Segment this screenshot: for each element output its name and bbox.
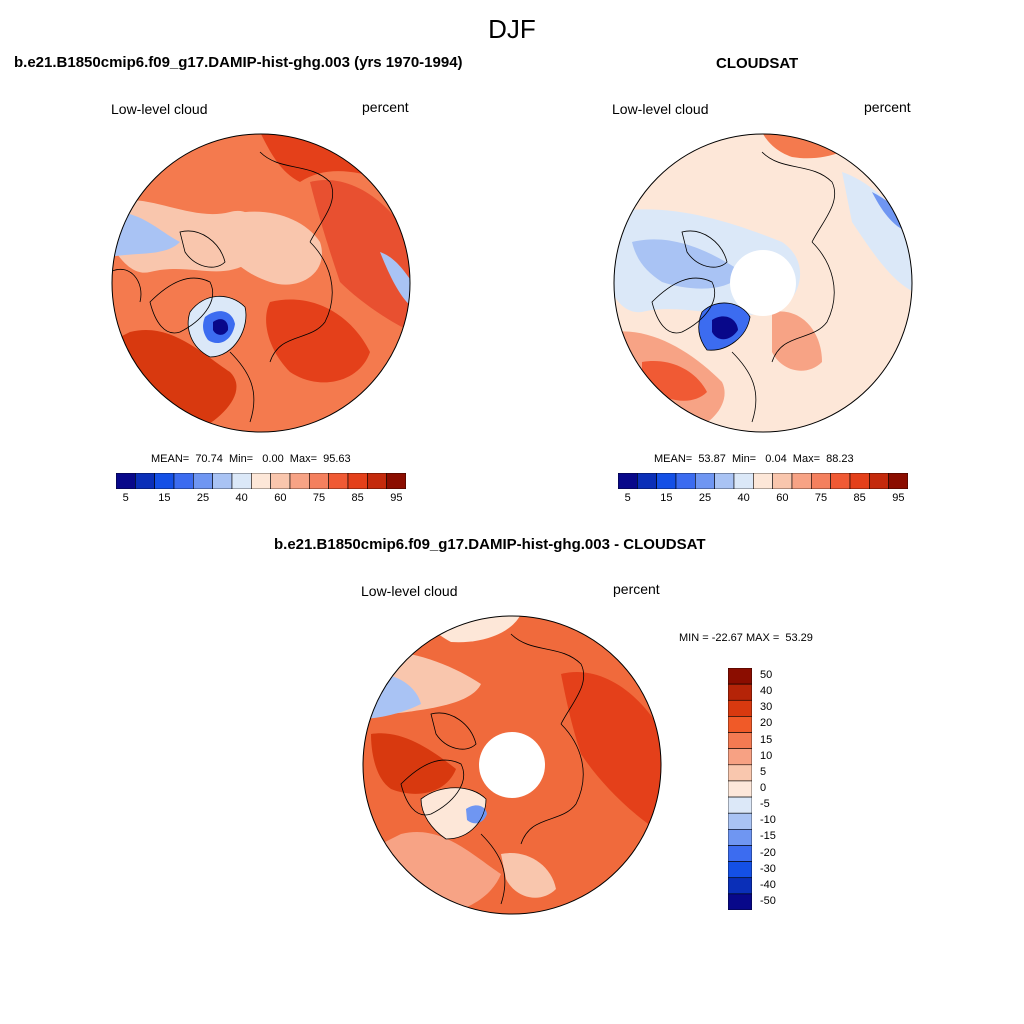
model-colorbar-box [289,473,310,489]
model-colorbar [116,473,406,489]
model-units-label: percent [362,99,409,115]
obs-colorbar-ticks: 5 15 25 40 60 75 85 95 [618,492,908,506]
obs-colorbar-box [675,473,696,489]
obs-colorbar-tick-label: 25 [698,492,712,504]
diff-colorbar-tick-label: -50 [760,894,776,907]
obs-colorbar-box [791,473,812,489]
model-colorbar-box [116,473,136,489]
diff-polar-map [362,615,662,915]
obs-colorbar-box [811,473,831,489]
model-colorbar-tick-label: 5 [122,492,129,504]
model-polar-map [111,133,411,433]
diff-colorbar-ticks: 50 40 30 20 15 10 5 0 -5 -10 -15 -20 -30 -40 -50 [760,668,800,910]
diff-colorbar-box [728,764,752,782]
model-colorbar-box [386,473,406,489]
model-colorbar-tick-label: 75 [312,492,326,504]
obs-colorbar-box [637,473,657,489]
diff-colorbar-tick-label: -30 [760,862,776,875]
model-colorbar-tick-label: 85 [351,492,364,504]
model-colorbar-box [347,473,368,489]
obs-colorbar-box [888,473,908,489]
diff-colorbar-tick-label: 40 [760,685,773,698]
diff-colorbar-box [728,748,752,766]
obs-colorbar-tick-label: 75 [814,492,828,504]
diff-colorbar-box [728,780,752,798]
model-colorbar-box [251,473,271,489]
diff-colorbar-tick-label: 10 [760,749,773,762]
diff-colorbar-tick-label: 30 [760,701,773,714]
obs-colorbar-box [772,473,793,489]
model-colorbar-box [309,473,329,489]
obs-colorbar-box [849,473,870,489]
diff-units-label: percent [613,581,660,597]
model-colorbar-box [212,473,233,489]
diff-colorbar-box [728,861,752,879]
diff-colorbar-tick-label: -20 [760,846,776,859]
obs-colorbar-tick-label: 15 [660,492,673,504]
obs-colorbar-box [830,473,851,489]
diff-colorbar-box [728,796,752,814]
diff-stats: MIN = -22.67 MAX = 53.29 [679,632,813,644]
model-colorbar-box [173,473,194,489]
model-variable-label: Low-level cloud [111,101,208,117]
obs-colorbar-tick-label: 5 [624,492,631,504]
model-colorbar-box [231,473,252,489]
model-panel-title: b.e21.B1850cmip6.f09_g17.DAMIP-hist-ghg.… [14,54,463,71]
model-colorbar-box [154,473,175,489]
diff-colorbar-box [728,732,752,749]
diff-colorbar-box [728,668,752,685]
obs-stats: MEAN= 53.87 Min= 0.04 Max= 88.23 [654,453,854,465]
obs-colorbar-box [695,473,715,489]
obs-panel-title: CLOUDSAT [716,55,799,72]
model-colorbar-box [328,473,349,489]
model-colorbar-tick-label: 60 [274,492,287,504]
diff-colorbar-box [728,812,752,830]
obs-colorbar-tick-label: 95 [892,492,905,504]
model-colorbar-box [193,473,213,489]
obs-colorbar-box [618,473,638,489]
model-colorbar-box [135,473,155,489]
obs-colorbar-box [714,473,735,489]
model-colorbar-tick-label: 15 [158,492,171,504]
diff-colorbar-tick-label: -15 [760,830,776,843]
model-colorbar-tick-label: 95 [390,492,403,504]
model-colorbar-box [270,473,291,489]
obs-colorbar-tick-label: 40 [737,492,750,504]
diff-panel-title: b.e21.B1850cmip6.f09_g17.DAMIP-hist-ghg.… [274,536,706,553]
diff-colorbar-tick-label: 20 [760,717,773,730]
diff-colorbar-box [728,716,752,733]
diff-colorbar-box [728,829,752,846]
diff-colorbar-tick-label: 0 [760,782,767,794]
obs-variable-label: Low-level cloud [612,101,709,117]
diff-variable-label: Low-level cloud [361,583,458,599]
diff-colorbar-box [728,845,752,862]
diff-colorbar-box [728,699,752,717]
model-colorbar-tick-label: 25 [196,492,210,504]
model-stats: MEAN= 70.74 Min= 0.00 Max= 95.63 [151,453,351,465]
diff-colorbar-tick-label: 5 [760,765,767,778]
obs-colorbar [618,473,908,489]
obs-units-label: percent [864,99,911,115]
obs-colorbar-box [733,473,754,489]
obs-colorbar-tick-label: 85 [853,492,866,504]
diff-colorbar-box [728,877,752,895]
diff-colorbar-tick-label: -5 [760,798,770,811]
season-title: DJF [488,14,536,44]
obs-polar-map [613,133,913,433]
diff-colorbar-tick-label: 50 [760,669,773,682]
diff-colorbar-tick-label: 15 [760,733,773,746]
diff-colorbar-tick-label: -40 [760,878,776,891]
obs-colorbar-box [753,473,773,489]
diff-colorbar [728,668,752,910]
obs-colorbar-box [869,473,889,489]
diff-colorbar-tick-label: -10 [760,814,776,827]
obs-colorbar-tick-label: 60 [776,492,789,504]
obs-colorbar-box [656,473,677,489]
model-colorbar-tick-label: 40 [235,492,248,504]
diff-colorbar-box [728,893,752,910]
model-colorbar-box [367,473,387,489]
model-colorbar-ticks: 5 15 25 40 60 75 85 95 [116,492,406,506]
diff-colorbar-box [728,683,752,701]
